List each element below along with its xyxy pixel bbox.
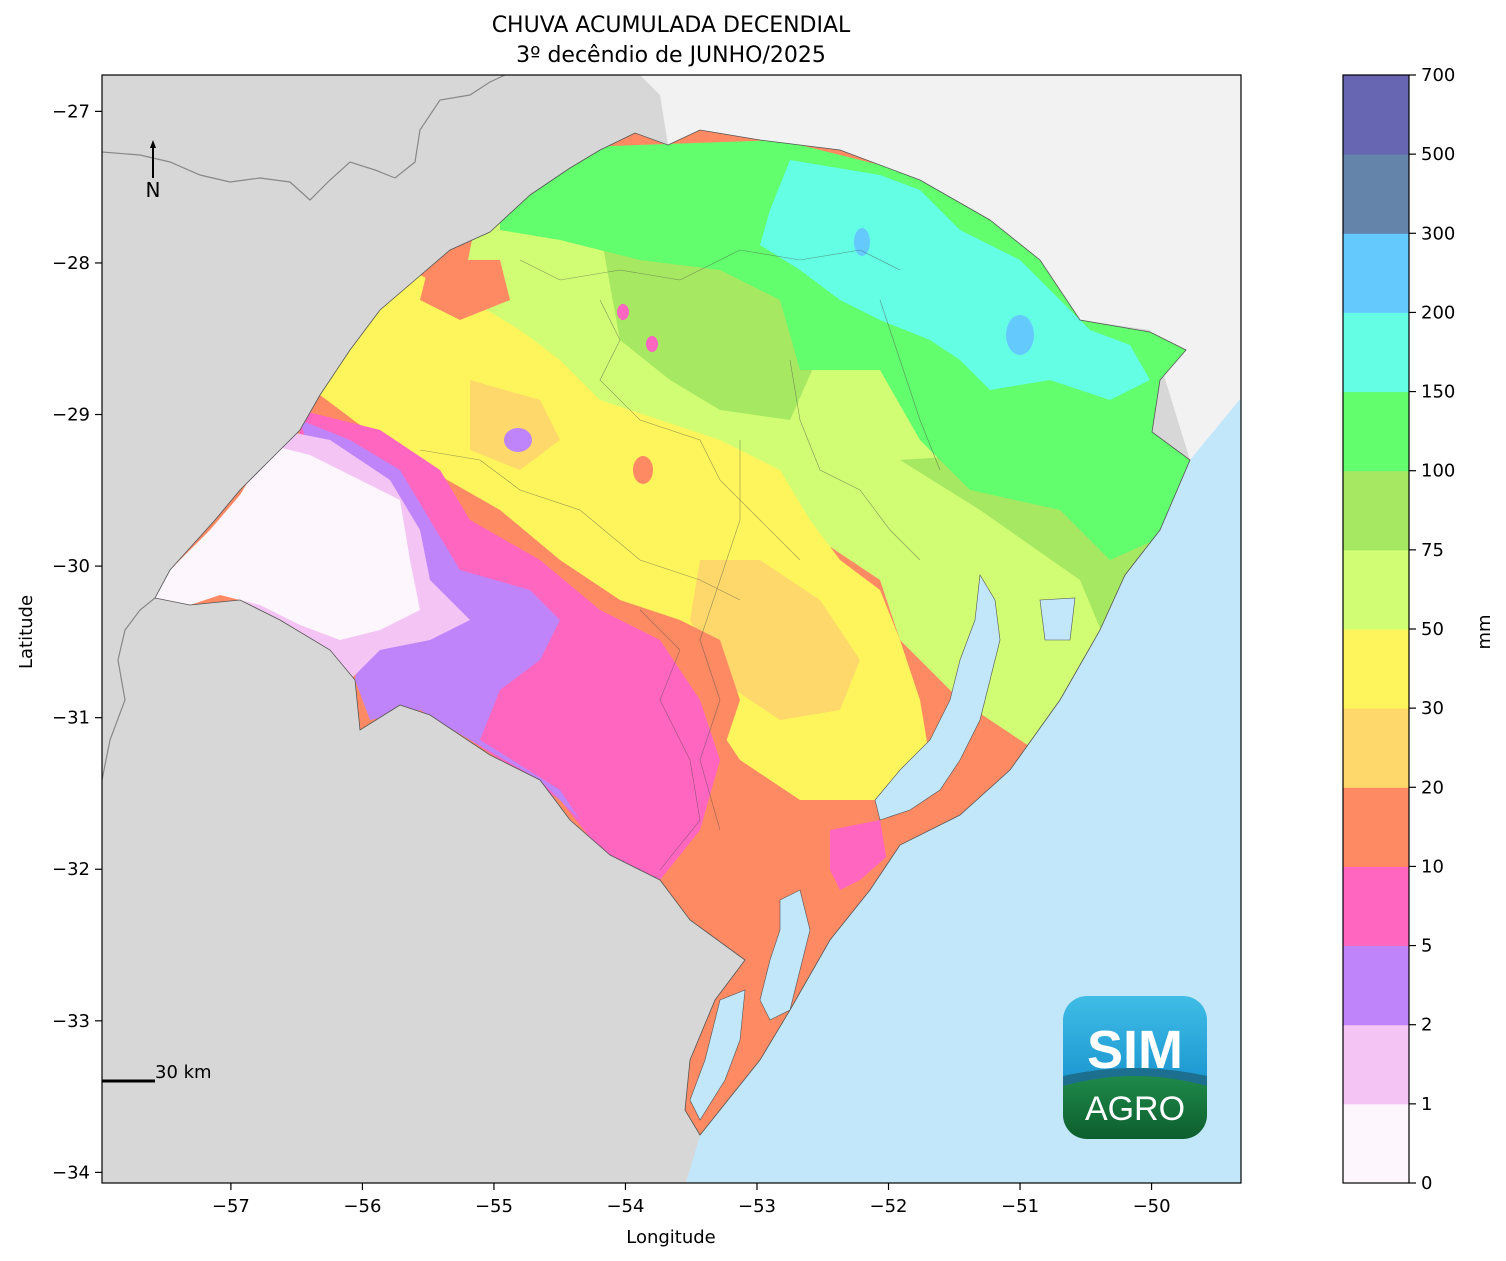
- rain-class-10-20-south-b: [660, 860, 800, 990]
- colorbar-segment: [1343, 708, 1409, 788]
- rain-class-150-200: [760, 160, 1150, 400]
- rain-class-2-5-spot: [504, 428, 532, 452]
- colorbar-tick-label: 300: [1421, 223, 1455, 244]
- colorbar-label: mm: [1474, 614, 1495, 649]
- lagoa-dos-patos: [874, 574, 1001, 821]
- lake: [1039, 597, 1076, 641]
- y-axis-label: Latitude: [16, 595, 37, 669]
- north-arrow: N: [146, 140, 161, 202]
- simagro-logo: SIM AGRO: [1063, 996, 1207, 1139]
- colorbar-segment: [1343, 945, 1409, 1026]
- x-tick-label: −54: [606, 1196, 644, 1217]
- colorbar-tick-label: 700: [1421, 65, 1455, 86]
- map-title-line2: 3º decêndio de JUNHO/2025: [516, 43, 826, 68]
- y-tick-label: −30: [52, 556, 90, 577]
- x-tick-label: −57: [212, 1196, 250, 1217]
- ocean: [686, 398, 1241, 1183]
- north-land: [640, 75, 1241, 460]
- border-line-west: [102, 597, 156, 781]
- y-tick-label: −34: [52, 1162, 90, 1183]
- colorbar-segment: [1343, 154, 1409, 234]
- scale-bar: 30 km: [102, 1062, 212, 1083]
- x-tick-label: −52: [870, 1196, 908, 1217]
- colorbar-tick-label: 100: [1421, 461, 1455, 482]
- map-area: N 30 km: [102, 75, 1241, 1183]
- x-axis-ticks: −57 −56 −55 −54 −53 −52 −51 −50: [212, 1183, 1171, 1217]
- x-tick-label: −51: [1001, 1196, 1039, 1217]
- colorbar-tick-label: 30: [1421, 698, 1444, 719]
- colorbar-tick-label: 5: [1421, 936, 1432, 957]
- lagoa-mirim: [759, 889, 811, 1021]
- rain-class-20-30-a: [470, 380, 560, 470]
- y-axis-ticks: −27 −28 −29 −30 −31 −32 −33 −34: [52, 101, 102, 1183]
- colorbar-tick-label: 10: [1421, 856, 1444, 877]
- rain-class-200-300-spot: [854, 228, 870, 256]
- arrow-up-icon: [150, 140, 156, 148]
- colorbar-tick-label: 2: [1421, 1015, 1432, 1036]
- y-tick-label: −31: [52, 708, 90, 729]
- logo-text-bottom: AGRO: [1085, 1090, 1185, 1128]
- colorbar-tick-label: 1: [1421, 1094, 1432, 1115]
- y-tick-label: −27: [52, 101, 90, 122]
- rain-class-5-10-spot: [646, 336, 658, 352]
- colorbar-segment: [1343, 1024, 1409, 1105]
- y-tick-label: −29: [52, 405, 90, 426]
- colorbar-segment: [1343, 1103, 1409, 1184]
- colorbar-tick-label: 0: [1421, 1173, 1432, 1194]
- logo-text-top: SIM: [1087, 1020, 1183, 1080]
- colorbar-tick-label: 200: [1421, 302, 1455, 323]
- y-tick-label: −33: [52, 1011, 90, 1032]
- y-tick-label: −28: [52, 253, 90, 274]
- north-label: N: [146, 178, 161, 202]
- map-title-line1: CHUVA ACUMULADA DECENDIAL: [492, 13, 851, 38]
- colorbar-segment: [1343, 866, 1409, 947]
- colorbar-segment: [1343, 629, 1409, 709]
- colorbar-tick-label: 20: [1421, 777, 1444, 798]
- x-axis-label: Longitude: [626, 1227, 716, 1248]
- x-tick-label: −55: [475, 1196, 513, 1217]
- colorbar-tick-label: 75: [1421, 540, 1444, 561]
- x-tick-label: −50: [1133, 1196, 1171, 1217]
- y-tick-label: −32: [52, 859, 90, 880]
- rain-class-10-20-spot: [420, 260, 510, 320]
- colorbar-segment: [1343, 391, 1409, 472]
- colorbar-segment: [1343, 75, 1409, 155]
- rain-class-5-10-spot: [617, 304, 629, 320]
- border-line-north: [102, 75, 506, 201]
- colorbar-tick-label: 50: [1421, 619, 1444, 640]
- scale-bar-label: 30 km: [155, 1062, 212, 1083]
- colorbar: 0 1 2 5 10 20 30 50 75 100 150 200 300 500 700: [1342, 65, 1455, 1194]
- lagoa-mangueira: [689, 989, 746, 1121]
- colorbar-segment: [1343, 549, 1409, 630]
- colorbar-segment: [1343, 233, 1409, 313]
- rain-class-0-1: [155, 445, 420, 640]
- x-tick-label: −53: [738, 1196, 776, 1217]
- rain-class-10-20-spot: [633, 456, 653, 484]
- colorbar-tick-label: 150: [1421, 382, 1455, 403]
- colorbar-segment: [1343, 312, 1409, 393]
- rain-class-10-20-south: [690, 790, 1000, 1130]
- rain-class-200-300-spot: [1006, 315, 1034, 355]
- colorbar-segment: [1343, 787, 1409, 867]
- region-boundaries: [419, 249, 941, 871]
- colorbar-segment: [1343, 470, 1409, 551]
- colorbar-tick-label: 500: [1421, 144, 1455, 165]
- x-tick-label: −56: [343, 1196, 381, 1217]
- map-frame: [101, 74, 1242, 1184]
